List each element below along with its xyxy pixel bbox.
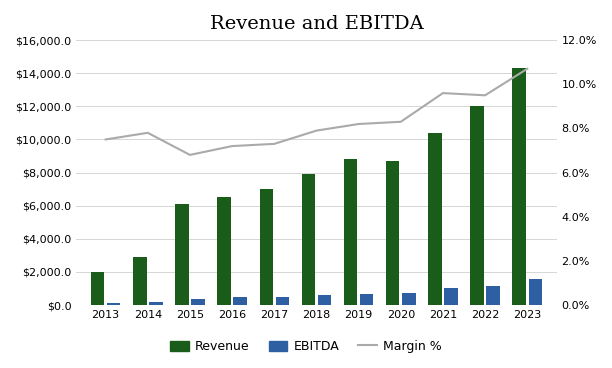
Bar (107, 303, 121, 305)
Bar (512, 68, 526, 305)
Bar (444, 289, 458, 305)
Bar (344, 159, 357, 305)
Bar (360, 294, 373, 305)
Bar (529, 279, 542, 305)
Margin % (144, 131, 151, 135)
Bar (91, 272, 105, 305)
Bar (175, 204, 188, 305)
Title: Revenue and EBITDA: Revenue and EBITDA (209, 15, 424, 33)
Bar (149, 302, 163, 305)
Margin % (102, 137, 110, 142)
Margin % (397, 120, 405, 124)
Bar (386, 161, 400, 305)
Bar (302, 174, 315, 305)
Bar (133, 257, 146, 305)
Margin % (313, 128, 320, 133)
Bar (191, 299, 204, 305)
Margin % (524, 67, 531, 71)
Margin % (186, 153, 193, 157)
Line: Margin %: Margin % (106, 69, 528, 155)
Bar (428, 133, 442, 305)
Bar (471, 106, 484, 305)
Margin % (271, 142, 278, 146)
Bar (217, 197, 231, 305)
Bar (233, 297, 247, 305)
Legend: Revenue, EBITDA, Margin %: Revenue, EBITDA, Margin % (165, 335, 447, 358)
Margin % (482, 93, 489, 98)
Bar (402, 293, 416, 305)
Margin % (228, 144, 236, 148)
Bar (259, 189, 273, 305)
Margin % (355, 122, 362, 126)
Margin % (439, 91, 447, 95)
Bar (487, 286, 500, 305)
Bar (275, 297, 289, 305)
Bar (318, 295, 331, 305)
